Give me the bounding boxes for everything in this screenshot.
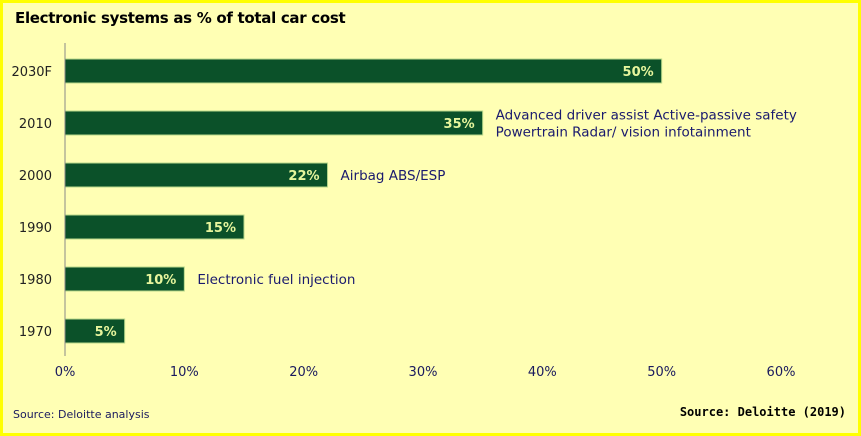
category-label: 2000 [19, 169, 52, 184]
source-note: Source: Deloitte analysis [13, 408, 150, 421]
annotation-text: Advanced driver assist Active-passive sa… [496, 108, 797, 124]
data-label: 10% [145, 273, 176, 288]
data-label: 50% [623, 65, 654, 80]
data-label: 15% [205, 221, 236, 236]
x-tick-label: 30% [409, 365, 438, 380]
bar [64, 318, 126, 344]
data-label: 22% [288, 169, 319, 184]
x-tick-label: 20% [289, 365, 318, 380]
data-label: 35% [444, 117, 475, 132]
x-tick-label: 40% [528, 365, 557, 380]
category-label: 1990 [19, 221, 52, 236]
data-label: 5% [95, 325, 117, 340]
x-tick-label: 10% [170, 365, 199, 380]
chart-title: Electronic systems as % of total car cos… [15, 9, 346, 27]
bar [64, 266, 185, 292]
x-tick-label: 50% [647, 365, 676, 380]
annotation-text: Airbag ABS/ESP [341, 168, 446, 184]
category-label: 2030F [11, 65, 52, 80]
x-tick-label: 0% [55, 365, 76, 380]
annotation-text: Powertrain Radar/ vision infotainment [496, 125, 751, 141]
bar [64, 58, 663, 84]
category-label: 1980 [19, 273, 52, 288]
bar [64, 110, 484, 136]
category-label: 1970 [19, 325, 52, 340]
bar [64, 214, 245, 240]
source-credit: Source: Deloitte (2019) [679, 405, 846, 419]
annotation-text: Electronic fuel injection [197, 272, 355, 288]
category-label: 2010 [19, 117, 52, 132]
x-tick-label: 60% [767, 365, 796, 380]
